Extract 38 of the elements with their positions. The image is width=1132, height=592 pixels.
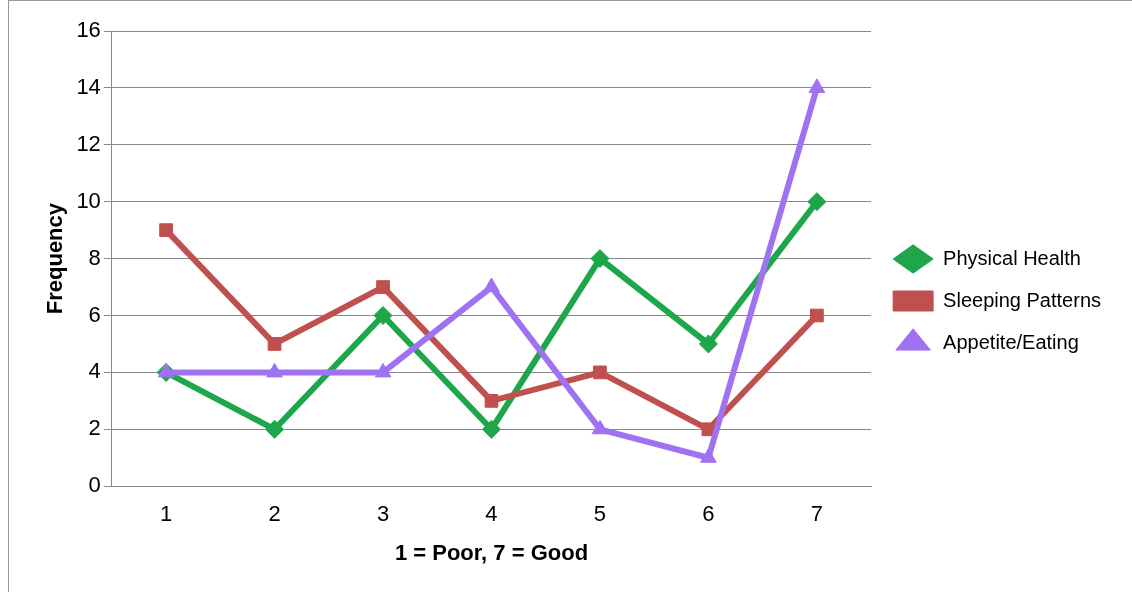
- x-tick-label: 6: [702, 501, 715, 527]
- legend-label: Physical Health: [943, 246, 1081, 269]
- point: [374, 362, 392, 378]
- point: [267, 337, 282, 351]
- legend-label: Sleeping Patterns: [943, 288, 1102, 311]
- point: [265, 419, 285, 439]
- x-axis-title: 1 = Poor, 7 = Good: [394, 539, 589, 565]
- point: [698, 334, 718, 354]
- y-tick-label: 12: [76, 130, 101, 156]
- point: [376, 280, 390, 294]
- y-tick-label: 10: [76, 187, 101, 213]
- x-tick-label: 4: [485, 501, 498, 527]
- y-tick-label: 8: [88, 244, 101, 270]
- y-tick-label: 2: [88, 415, 101, 441]
- legend-label: Appetite/Eating: [943, 330, 1079, 353]
- point: [807, 192, 827, 212]
- point: [810, 308, 824, 323]
- x-tick-label: 2: [268, 501, 281, 527]
- y-tick-label: 16: [76, 17, 101, 43]
- point: [373, 306, 393, 325]
- point: [591, 419, 609, 435]
- y-axis-title: Frequency: [42, 202, 68, 315]
- point: [159, 223, 173, 238]
- x-tick-label: 7: [810, 501, 824, 527]
- y-tick-label: 4: [88, 358, 101, 384]
- point: [483, 277, 500, 293]
- y-tick-label: 14: [76, 73, 101, 99]
- y-tick-label: 6: [88, 301, 101, 327]
- x-tick-label: 3: [376, 501, 390, 527]
- point: [593, 365, 607, 380]
- point: [590, 249, 610, 269]
- point: [484, 393, 499, 408]
- y-tick-label: 0: [88, 472, 101, 498]
- x-tick-label: 1: [159, 501, 173, 527]
- point: [266, 362, 283, 378]
- x-tick-label: 5: [593, 501, 607, 527]
- point: [700, 448, 717, 463]
- point: [482, 419, 501, 439]
